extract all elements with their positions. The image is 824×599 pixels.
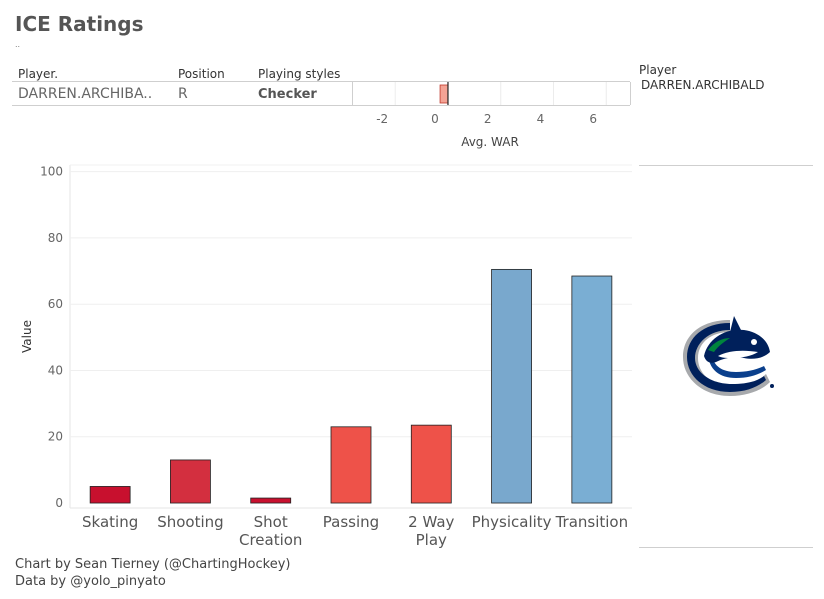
filter-player-label: Player [639, 63, 677, 77]
bar[interactable] [330, 426, 372, 504]
header-playing-styles[interactable]: Playing styles [258, 67, 341, 81]
x-tick-label: Creation [239, 531, 302, 549]
page-title: ICE Ratings [15, 12, 144, 36]
x-tick-label: Transition [555, 513, 629, 531]
war-axis-title: Avg. WAR [461, 135, 519, 149]
bar[interactable] [491, 268, 532, 504]
logo-orca-fin [730, 316, 742, 332]
logo-orca-stripe [708, 338, 730, 352]
filter-player-value[interactable]: DARREN.ARCHIBALD [641, 78, 765, 92]
page-subtitle: .. [15, 40, 21, 49]
bar[interactable] [250, 497, 292, 504]
y-tick-label: 0 [55, 496, 63, 510]
war-axis: -2 0 2 4 6 Avg. WAR [376, 112, 597, 149]
y-tick-label: 60 [48, 297, 63, 311]
cell-playing-style: Checker [258, 87, 317, 102]
credit-data-source: Data by @yolo_pinyato [15, 574, 166, 589]
table-row[interactable]: DARREN.ARCHIBA.. R Checker [12, 81, 631, 106]
bar[interactable] [170, 459, 211, 504]
x-tick-label: Physicality [472, 513, 552, 531]
y-tick-label: 100 [40, 165, 63, 179]
x-tick-label: Skating [82, 513, 138, 531]
war-tick-label: 4 [537, 112, 545, 126]
header-player[interactable]: Player. [18, 67, 59, 81]
x-tick-label: Passing [323, 513, 379, 531]
logo-orca-body [704, 329, 770, 363]
x-tick-label: 2 Way [408, 513, 454, 531]
war-panel [352, 82, 631, 105]
credit-chart-author: Chart by Sean Tierney (@ChartingHockey) [15, 557, 291, 572]
y-tick-label: 80 [48, 231, 63, 245]
team-logo-icon [683, 316, 774, 396]
cell-player: DARREN.ARCHIBA.. [18, 86, 153, 102]
y-axis-title: Value [20, 320, 34, 353]
logo-panel-bottom-border [639, 547, 813, 548]
cell-position: R [178, 86, 188, 102]
x-tick-label: Shot [254, 513, 288, 531]
bar[interactable] [89, 486, 131, 504]
war-tick-label: 6 [589, 112, 597, 126]
bar[interactable] [571, 275, 613, 504]
logo-c-blue [708, 352, 766, 378]
logo-registered-mark [770, 384, 774, 388]
ratings-bar-chart: 0 20 40 60 80 100 Value Skating Shooting ShotCrea… [20, 164, 632, 549]
war-bar-area [394, 82, 607, 105]
header-position[interactable]: Position [178, 67, 225, 81]
logo-panel-top-border [639, 165, 813, 166]
y-tick-label: 20 [48, 430, 63, 444]
war-tick-label: -2 [376, 112, 388, 126]
logo-orca-belly [718, 350, 758, 358]
x-tick-label: Shooting [157, 513, 223, 531]
logo-c-navy [687, 323, 766, 392]
credits: Chart by Sean Tierney (@ChartingHockey) … [15, 556, 290, 590]
war-bar[interactable] [439, 84, 449, 104]
x-tick-label: Play [416, 531, 447, 549]
war-tick-label: 0 [431, 112, 439, 126]
logo-orca-eye [751, 339, 757, 345]
y-tick-label: 40 [48, 363, 63, 377]
bar[interactable] [410, 424, 452, 504]
war-tick-label: 2 [484, 112, 492, 126]
